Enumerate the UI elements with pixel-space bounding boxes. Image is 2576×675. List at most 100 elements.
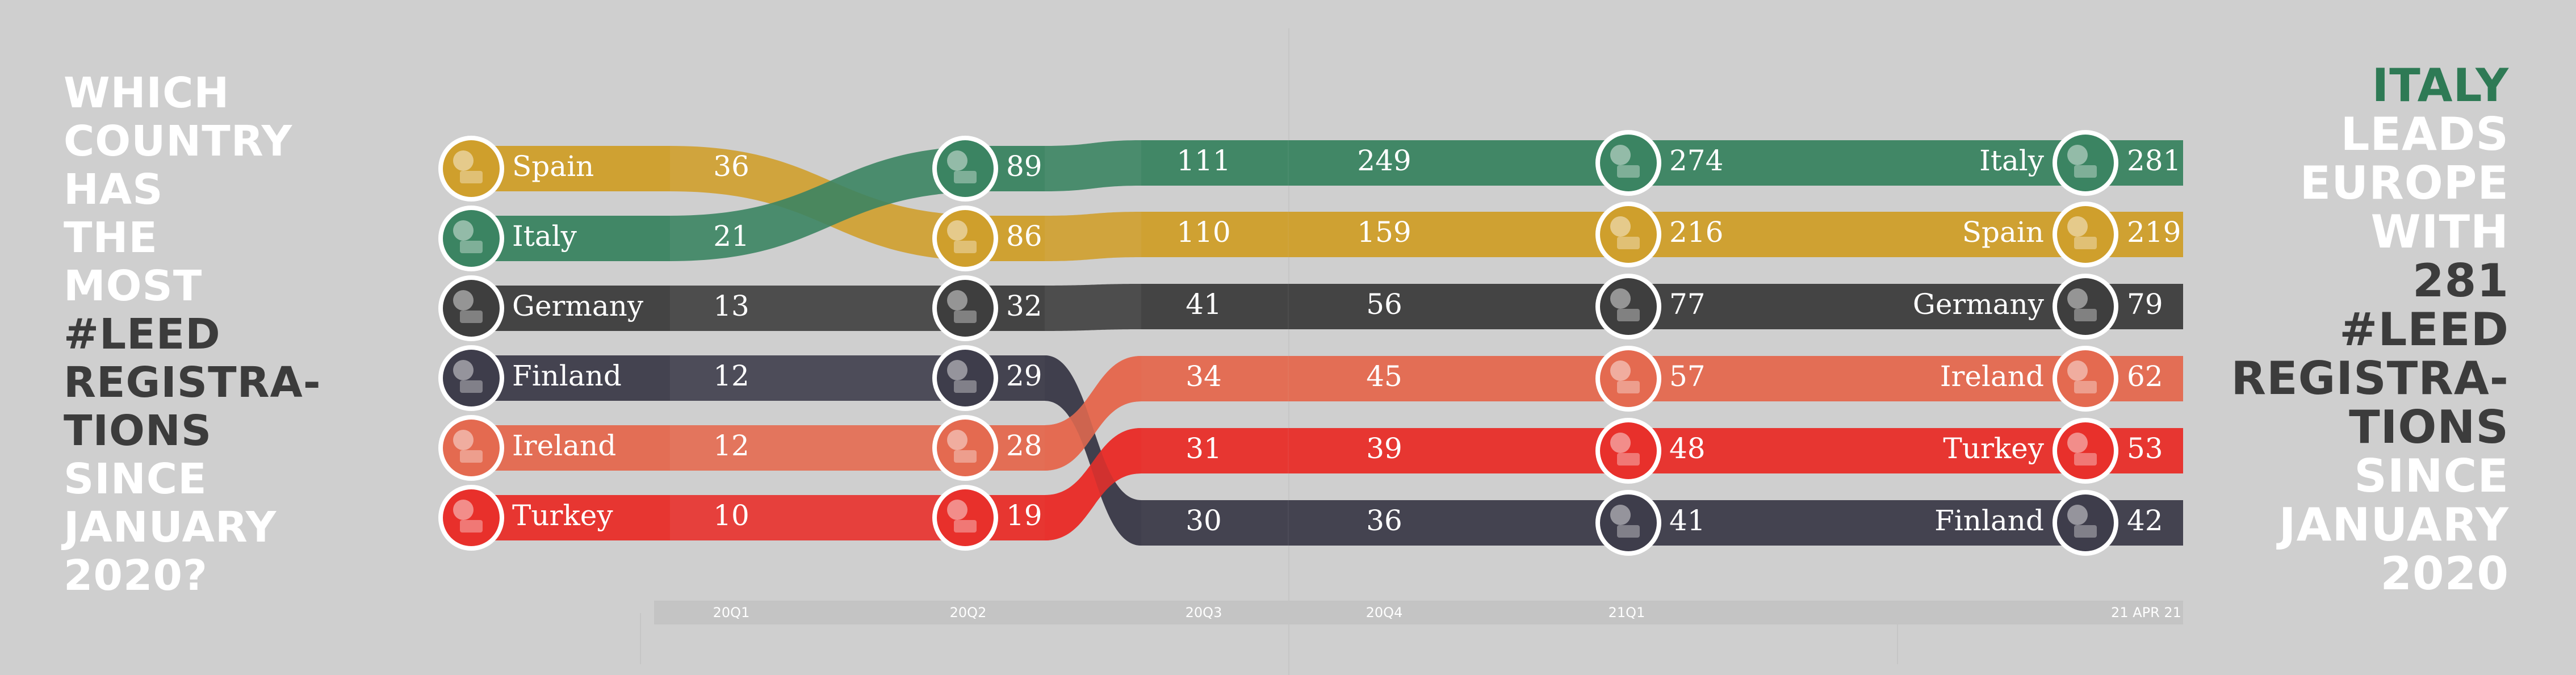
flag-fill: [937, 350, 994, 406]
value-label: 28: [1006, 429, 1042, 462]
right-title-line: 281: [2412, 254, 2509, 307]
flag-fill: [1600, 422, 1657, 479]
flag-turkey-icon: [932, 485, 998, 551]
value-label: 10: [713, 499, 749, 532]
flag-fill: [2057, 278, 2114, 335]
flag-glint: [453, 220, 474, 241]
period-tick-label: 21Q1: [1609, 605, 1645, 621]
flag-emblem: [954, 171, 977, 183]
value-label: 86: [1006, 220, 1042, 253]
left-title-line: REGISTRA-: [64, 358, 321, 407]
value-label: 110: [1176, 216, 1230, 249]
right-title-line: JANUARY: [2278, 498, 2509, 551]
country-label: Spain: [512, 150, 594, 183]
value-label: 48: [1669, 432, 1706, 465]
right-title-line: 2020: [2380, 547, 2509, 600]
right-title-line: TIONS: [2349, 401, 2509, 454]
value-label: 30: [1186, 504, 1222, 537]
flag-glint: [947, 290, 967, 311]
flag-finland-icon: [438, 345, 504, 411]
period-tick-label: 20Q4: [1366, 605, 1403, 621]
flag-fill: [443, 420, 500, 476]
value-label: 281: [2127, 144, 2181, 177]
left-title-line: TIONS: [64, 406, 212, 455]
flag-glint: [1610, 360, 1631, 381]
flag-fill: [937, 420, 994, 476]
flag-glint: [2067, 433, 2088, 453]
value-label: 36: [713, 150, 749, 183]
value-label: 57: [1669, 360, 1706, 393]
flag-fill: [1600, 135, 1657, 191]
country-label: Turkey: [512, 499, 613, 532]
band-segment: [1289, 212, 1630, 257]
flag-emblem: [460, 241, 483, 253]
band-segment: [1141, 212, 1288, 257]
left-title-line: 2020?: [64, 551, 208, 600]
period-tick-label: 21 APR 21: [2111, 605, 2181, 621]
right-title-line: ITALY: [2372, 59, 2509, 112]
value-label: 31: [1186, 432, 1222, 465]
flag-glint: [1610, 288, 1631, 309]
value-label: 219: [2127, 216, 2181, 249]
band-segment: [1908, 212, 2183, 257]
value-label: 111: [1176, 144, 1230, 177]
right-title: ITALY LEADS EUROPE WITH 281 #LEED REGISTRA- TIO…: [2077, 61, 2509, 598]
left-title-line: HAS: [64, 165, 164, 214]
flag-emblem: [2074, 309, 2097, 321]
flag-turkey-icon: [1595, 418, 1661, 484]
left-title-line: THE: [64, 213, 158, 262]
band-transition: [1288, 356, 1289, 401]
band-segment: [1141, 140, 1288, 186]
country-label: Germany: [512, 290, 644, 322]
flag-glint: [947, 220, 967, 241]
band-transition: [1288, 500, 1289, 546]
flag-glint: [947, 500, 967, 520]
flag-emblem: [2074, 165, 2097, 178]
value-label: 79: [2127, 288, 2163, 321]
value-label: 249: [1357, 144, 1411, 177]
band-crossing: [1045, 356, 1141, 471]
value-label: 34: [1186, 360, 1222, 393]
flag-glint: [2067, 145, 2088, 165]
right-title-line: SINCE: [2354, 450, 2509, 502]
country-label: Turkey: [1943, 432, 2044, 465]
flag-emblem: [1617, 309, 1640, 321]
flag-emblem: [460, 380, 483, 393]
band-transition: [1288, 428, 1289, 473]
band-segment: [1908, 284, 2183, 329]
flag-emblem: [2074, 453, 2097, 466]
right-title-line: LEADS: [2340, 108, 2509, 161]
value-label: 41: [1669, 504, 1706, 537]
band-transition: [1288, 212, 1289, 257]
band-transition: [1288, 140, 1289, 186]
band-segment: [991, 146, 1045, 191]
band-segment: [1630, 212, 1908, 257]
bands: [491, 140, 2183, 546]
flag-glint: [947, 360, 967, 380]
value-label: 56: [1366, 288, 1402, 321]
right-title-line: EUROPE: [2299, 157, 2509, 209]
flag-glint: [453, 360, 474, 380]
flag-fill: [2057, 494, 2114, 551]
band-segment: [1908, 140, 2183, 186]
country-label: Germany: [1913, 288, 2045, 321]
flag-glint: [1610, 216, 1631, 237]
flag-fill: [443, 489, 500, 546]
flag-emblem: [954, 241, 977, 253]
flag-germany-icon: [2053, 274, 2118, 339]
flag-emblem: [460, 171, 483, 183]
band-transition: [1045, 284, 1141, 331]
value-label: 13: [713, 290, 749, 322]
time-axis: [654, 601, 2183, 624]
flag-emblem: [954, 380, 977, 393]
flag-fill: [1600, 278, 1657, 335]
flag-spain-icon: [2053, 202, 2118, 267]
flag-fill: [937, 280, 994, 337]
band-transition: [1045, 140, 1141, 191]
left-title-line: JANUARY: [64, 503, 277, 552]
flag-glint: [2067, 505, 2088, 525]
value-label: 274: [1669, 144, 1723, 177]
band-segment: [991, 495, 1045, 540]
flag-glint: [2067, 288, 2088, 309]
left-title: WHICH COUNTRY HAS THE MOST #LEED REGISTRA- TION…: [64, 69, 382, 600]
